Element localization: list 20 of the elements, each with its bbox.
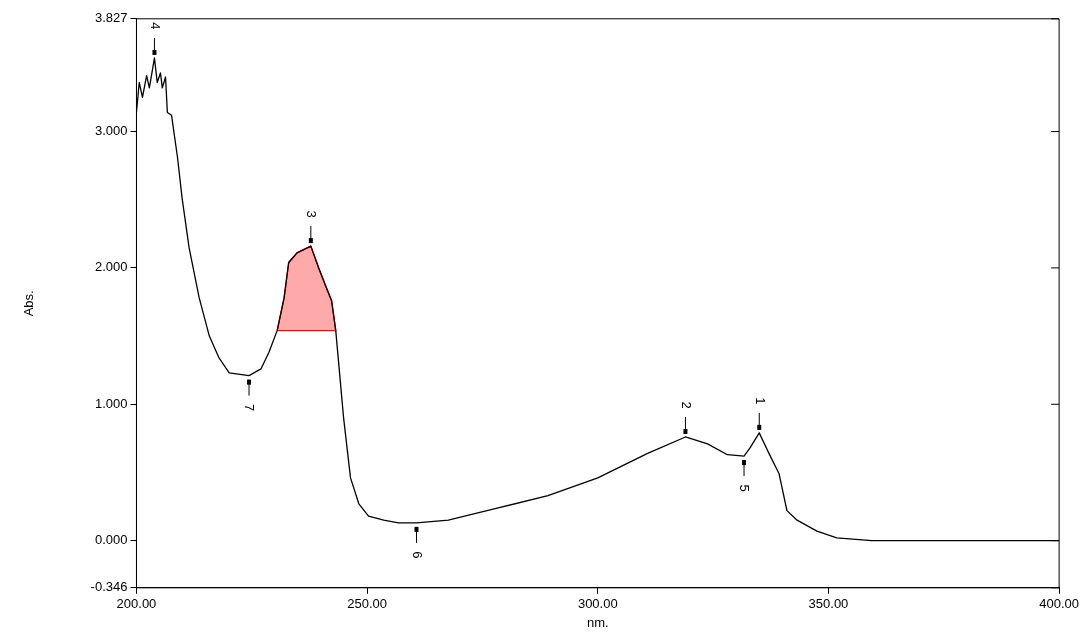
annotation: 1 (752, 397, 768, 405)
x-tick-label: 350.00 (808, 596, 849, 612)
x-tick-label: 300.00 (577, 596, 618, 612)
y-tick-label: 0.000 (94, 532, 128, 548)
y-tick-label: 2.000 (94, 259, 128, 275)
y-axis-title: Abs. (21, 290, 37, 317)
annotation: 3 (304, 210, 320, 218)
y-tick-label: -0.346 (90, 579, 128, 595)
y-tick-label: 3.827 (94, 10, 128, 26)
x-tick-label: 400.00 (1039, 596, 1079, 612)
y-tick-label: 1.000 (94, 395, 128, 411)
x-tick-label: 250.00 (347, 596, 388, 612)
x-tick-label: 200.00 (116, 596, 157, 612)
annotation: 4 (147, 22, 163, 30)
annotation: 7 (242, 404, 258, 412)
annotation: 5 (737, 484, 753, 492)
annotation: 2 (678, 401, 694, 409)
annotation: 6 (409, 551, 425, 559)
y-tick-label: 3.000 (94, 123, 128, 139)
x-axis-title: nm. (586, 614, 609, 630)
